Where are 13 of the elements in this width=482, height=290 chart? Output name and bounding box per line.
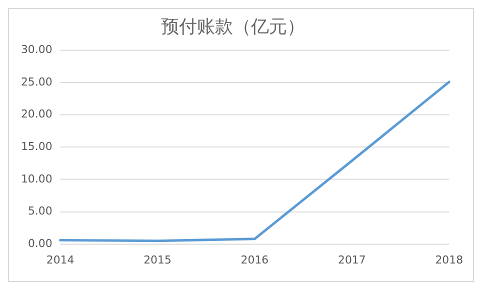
y-tick-label: 20.00 [20, 108, 52, 121]
y-tick-label: 25.00 [20, 75, 52, 88]
y-tick-label: 5.00 [28, 204, 52, 218]
y-tick-label: 15.00 [20, 140, 52, 154]
y-tick-label: 30.00 [20, 43, 52, 56]
x-tick-label: 2016 [240, 253, 269, 266]
y-tick-label: 0.00 [28, 236, 52, 250]
x-tick-label: 2017 [338, 253, 366, 266]
x-tick-label: 2018 [435, 253, 464, 266]
x-tick-label: 2015 [144, 253, 172, 266]
chart-title: 预付账款（亿元） [160, 16, 306, 38]
x-tick-label: 2014 [46, 253, 74, 266]
y-tick-label: 10.00 [20, 172, 52, 186]
